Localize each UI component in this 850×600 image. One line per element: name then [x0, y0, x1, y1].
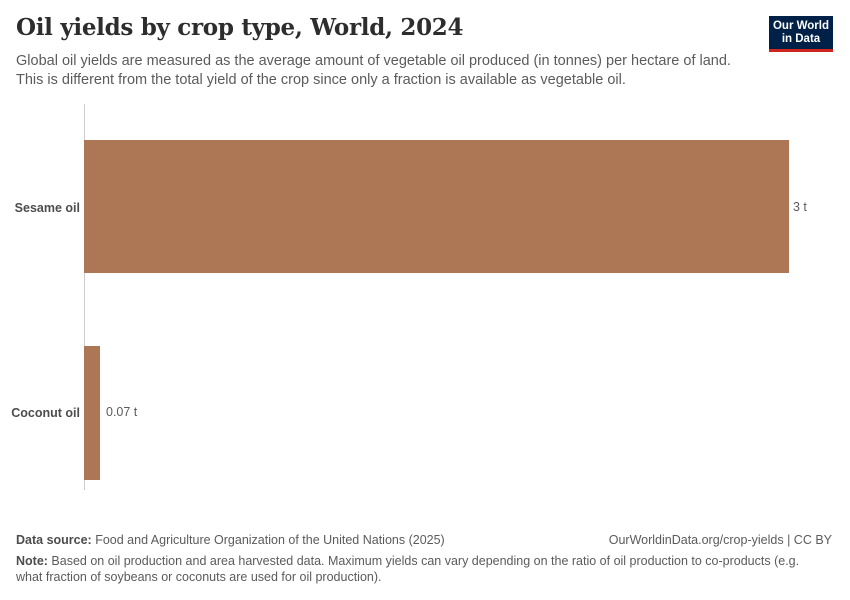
- value-label-sesame: 3 t: [793, 200, 807, 214]
- logo-line-1: Our World: [772, 20, 829, 32]
- note-key: Note:: [16, 554, 48, 568]
- chart-note: Note: Based on oil production and area h…: [16, 553, 826, 585]
- owid-logo[interactable]: Our World in Data: [769, 16, 833, 52]
- category-label-coconut: Coconut oil: [11, 406, 80, 420]
- category-label-sesame: Sesame oil: [14, 201, 80, 215]
- source-url: OurWorldinData.org/crop-yields | CC BY: [609, 533, 832, 547]
- chart-title: Oil yields by crop type, World, 2024: [16, 14, 464, 41]
- note-text: Based on oil production and area harvest…: [16, 554, 800, 584]
- data-source: Data source: Food and Agriculture Organi…: [16, 533, 445, 547]
- value-label-coconut: 0.07 t: [106, 405, 138, 419]
- y-axis-line: [84, 104, 85, 490]
- logo-line-2: in Data: [781, 32, 821, 45]
- bar-chart: Sesame oil 3 t Coconut oil 0.07 t: [0, 100, 850, 500]
- data-source-text: Food and Agriculture Organization of the…: [91, 533, 445, 547]
- subtitle-line-2: This is different from the total yield o…: [16, 72, 626, 88]
- subtitle-line-1: Global oil yields are measured as the av…: [16, 53, 731, 69]
- crop-yields-link[interactable]: OurWorldinData.org/crop-yields: [608, 533, 784, 547]
- license-text: | CC BY: [783, 533, 832, 547]
- bar-coconut-oil[interactable]: [84, 346, 100, 480]
- data-source-key: Data source:: [16, 533, 92, 547]
- chart-subtitle: Global oil yields are measured as the av…: [16, 52, 756, 90]
- bar-sesame-oil[interactable]: [84, 140, 789, 273]
